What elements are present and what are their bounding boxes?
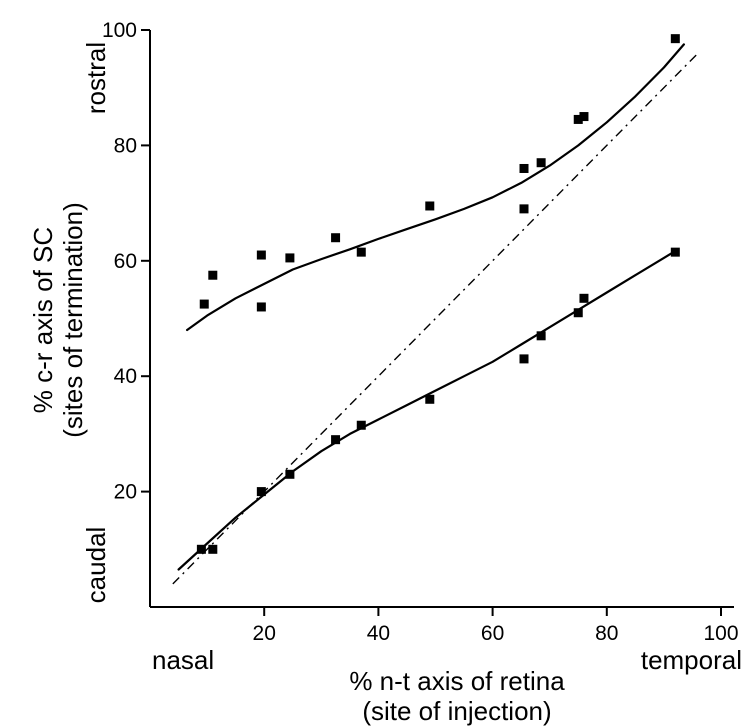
- data-point-2-11: [579, 293, 589, 303]
- data-point-1-12: [573, 114, 583, 124]
- data-point-1-10: [519, 204, 529, 214]
- data-point-2-12: [670, 247, 680, 257]
- data-point-2-1: [196, 544, 206, 554]
- x-axis-title-line1: % n-t axis of retina: [349, 666, 565, 696]
- y-axis-title-line1: % c-r axis of SC: [28, 227, 58, 413]
- data-point-1-1: [199, 299, 209, 309]
- axes: [149, 30, 734, 608]
- y-tick-label-60: 60: [114, 250, 137, 273]
- x-end-label-left: nasal: [152, 645, 214, 675]
- x-tick-label-100: 100: [703, 622, 738, 645]
- data-point-1-2: [208, 270, 218, 280]
- data-point-1-8: [425, 201, 435, 211]
- data-point-2-7: [425, 394, 435, 404]
- y-tick-label-100: 100: [102, 19, 137, 42]
- y-end-label-bottom: caudal: [81, 527, 111, 604]
- data-point-1-7: [356, 247, 366, 257]
- plot-area: [172, 34, 699, 585]
- data-point-2-6: [356, 420, 366, 430]
- data-point-1-3: [256, 250, 266, 260]
- data-point-2-3: [256, 487, 266, 497]
- data-point-1-11: [536, 158, 546, 168]
- data-point-2-5: [331, 435, 341, 445]
- data-point-1-5: [285, 253, 295, 263]
- data-point-2-9: [536, 331, 546, 341]
- x-tick-label-80: 80: [595, 622, 618, 645]
- x-tick-label-40: 40: [367, 622, 390, 645]
- y-tick-label-20: 20: [114, 481, 137, 504]
- data-point-2-8: [519, 354, 529, 364]
- fit-curve-2: [177, 248, 680, 571]
- data-point-1-9: [519, 163, 529, 173]
- data-point-1-14: [670, 34, 680, 44]
- data-point-2-2: [208, 544, 218, 554]
- y-end-label-top: rostral: [81, 42, 111, 114]
- y-tick-label-80: 80: [114, 134, 137, 157]
- fit-curve-1: [186, 43, 685, 332]
- x-end-label-right: temporal: [641, 645, 742, 675]
- ticks: 20 40 60 80 100 20 40 60 80 100: [102, 19, 739, 645]
- y-tick-label-40: 40: [114, 365, 137, 388]
- x-tick-label-20: 20: [253, 622, 276, 645]
- data-point-1-4: [256, 302, 266, 312]
- data-point-2-4: [285, 469, 295, 479]
- x-axis-title-line2: (site of injection): [362, 696, 551, 726]
- x-tick-label-60: 60: [481, 622, 504, 645]
- y-axis-title-line2: (sites of termination): [58, 202, 88, 438]
- data-point-1-13: [579, 112, 589, 122]
- data-point-1-6: [331, 233, 341, 243]
- data-point-2-10: [573, 308, 583, 318]
